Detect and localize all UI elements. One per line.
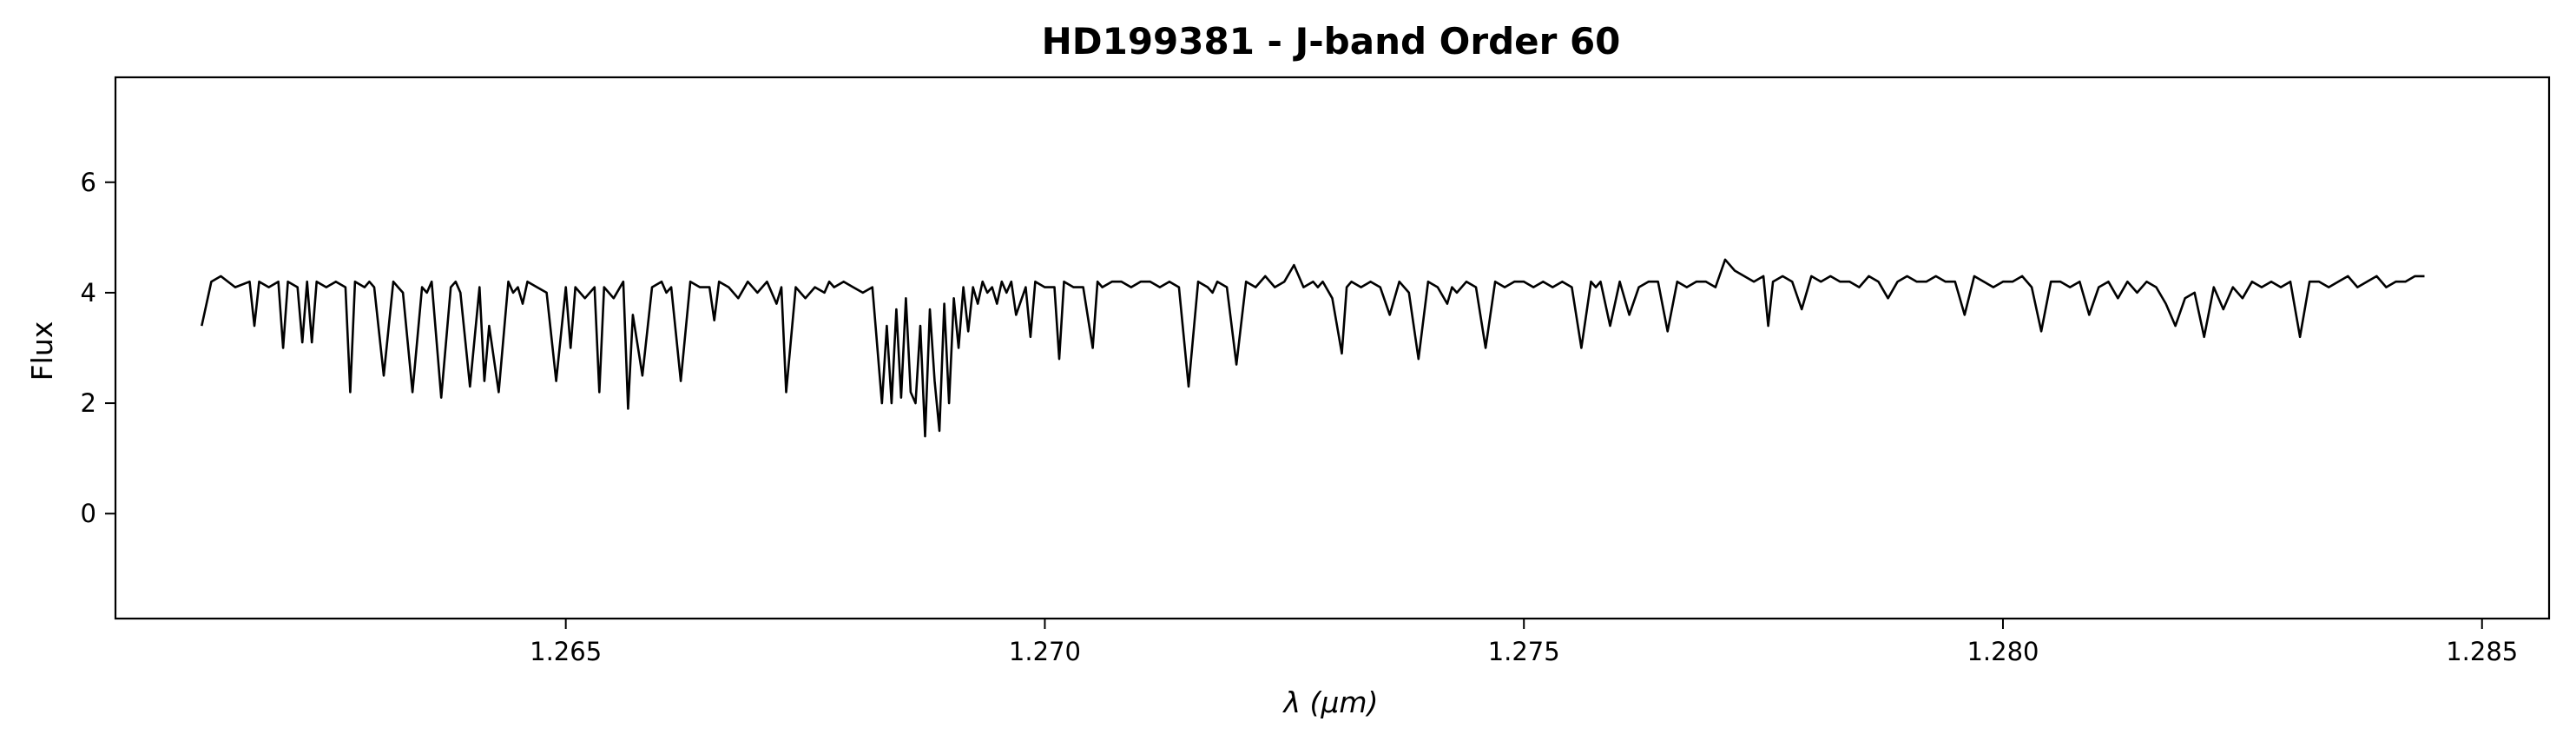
x-tick-label: 1.280 bbox=[1967, 637, 2039, 666]
y-axis: 0 2 4 6 bbox=[81, 168, 115, 528]
series-line-0 bbox=[201, 258, 2425, 438]
chart-title: HD199381 - J-band Order 60 bbox=[1042, 20, 1621, 63]
x-tick-label: 1.270 bbox=[1009, 637, 1081, 666]
x-tick-label: 1.265 bbox=[530, 637, 602, 666]
y-tick-label: 0 bbox=[81, 499, 96, 528]
x-tick-label: 1.275 bbox=[1488, 637, 1560, 666]
y-tick-label: 2 bbox=[81, 388, 96, 418]
x-axis: 1.265 1.270 1.275 1.280 1.285 bbox=[530, 619, 2518, 666]
series-layer bbox=[201, 258, 2425, 438]
x-axis-label: λ (μm) bbox=[1282, 685, 1379, 719]
y-axis-label: Flux bbox=[25, 321, 59, 381]
plot-frame bbox=[114, 76, 2551, 620]
x-tick-label: 1.285 bbox=[2446, 637, 2518, 666]
y-tick-label: 4 bbox=[81, 278, 96, 308]
y-tick-label: 6 bbox=[81, 168, 96, 197]
